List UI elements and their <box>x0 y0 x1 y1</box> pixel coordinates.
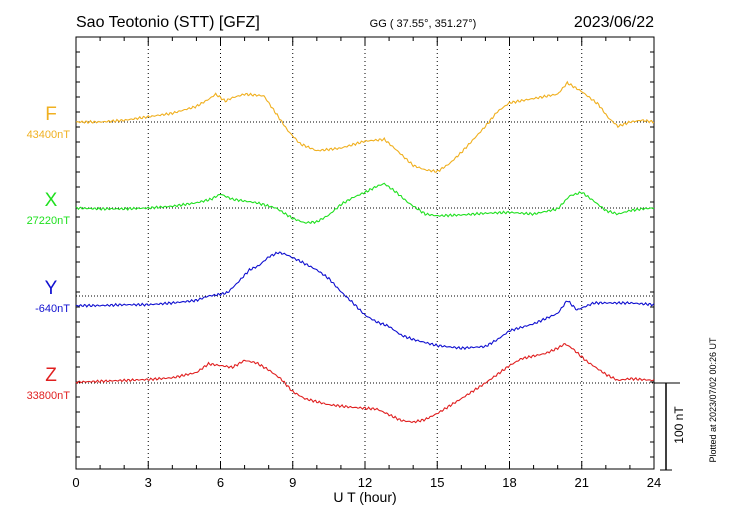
series-name-x: X <box>45 190 58 211</box>
chart-title: Sao Teotonio (STT) [GFZ] <box>76 14 260 31</box>
baselines <box>76 121 654 384</box>
plot-grid <box>75 36 655 470</box>
series-name-f: F <box>45 104 57 125</box>
x-tick-label: 0 <box>72 475 79 490</box>
x-tick-label: 21 <box>575 475 589 490</box>
scale-bar-label: 100 nT <box>672 406 686 444</box>
series-line-y <box>75 251 655 351</box>
series-line-x <box>75 182 655 225</box>
series-baseline-y: -640nT <box>35 303 70 315</box>
x-tick-label: 6 <box>217 475 224 490</box>
series-baseline-z: 33800nT <box>27 390 71 402</box>
x-axis-ticks: 0 3 6 9 12 15 18 21 24 <box>72 475 661 490</box>
series-labels: F 43400nT X 27220nT Y -640nT Z 33800nT <box>27 104 71 402</box>
series-name-z: Z <box>45 365 57 386</box>
x-tick-label: 12 <box>358 475 372 490</box>
x-tick-label: 18 <box>502 475 516 490</box>
scale-bar <box>654 382 680 471</box>
x-tick-label: 15 <box>430 475 444 490</box>
station-coords: GG ( 37.55°, 351.27°) <box>370 18 477 30</box>
series-line-z <box>75 342 655 424</box>
series-baseline-f: 43400nT <box>27 129 71 141</box>
series-name-y: Y <box>45 278 58 299</box>
plotted-at-note: Plotted at 2023/07/02 00:26 UT <box>708 337 718 463</box>
series-layer <box>75 80 655 424</box>
chart-date: 2023/06/22 <box>574 14 654 31</box>
x-tick-label: 3 <box>145 475 152 490</box>
series-baseline-x: 27220nT <box>27 215 71 227</box>
x-tick-label: 24 <box>647 475 661 490</box>
series-line-f <box>75 80 655 173</box>
x-tick-label: 9 <box>289 475 296 490</box>
x-axis-label: U T (hour) <box>333 489 396 505</box>
